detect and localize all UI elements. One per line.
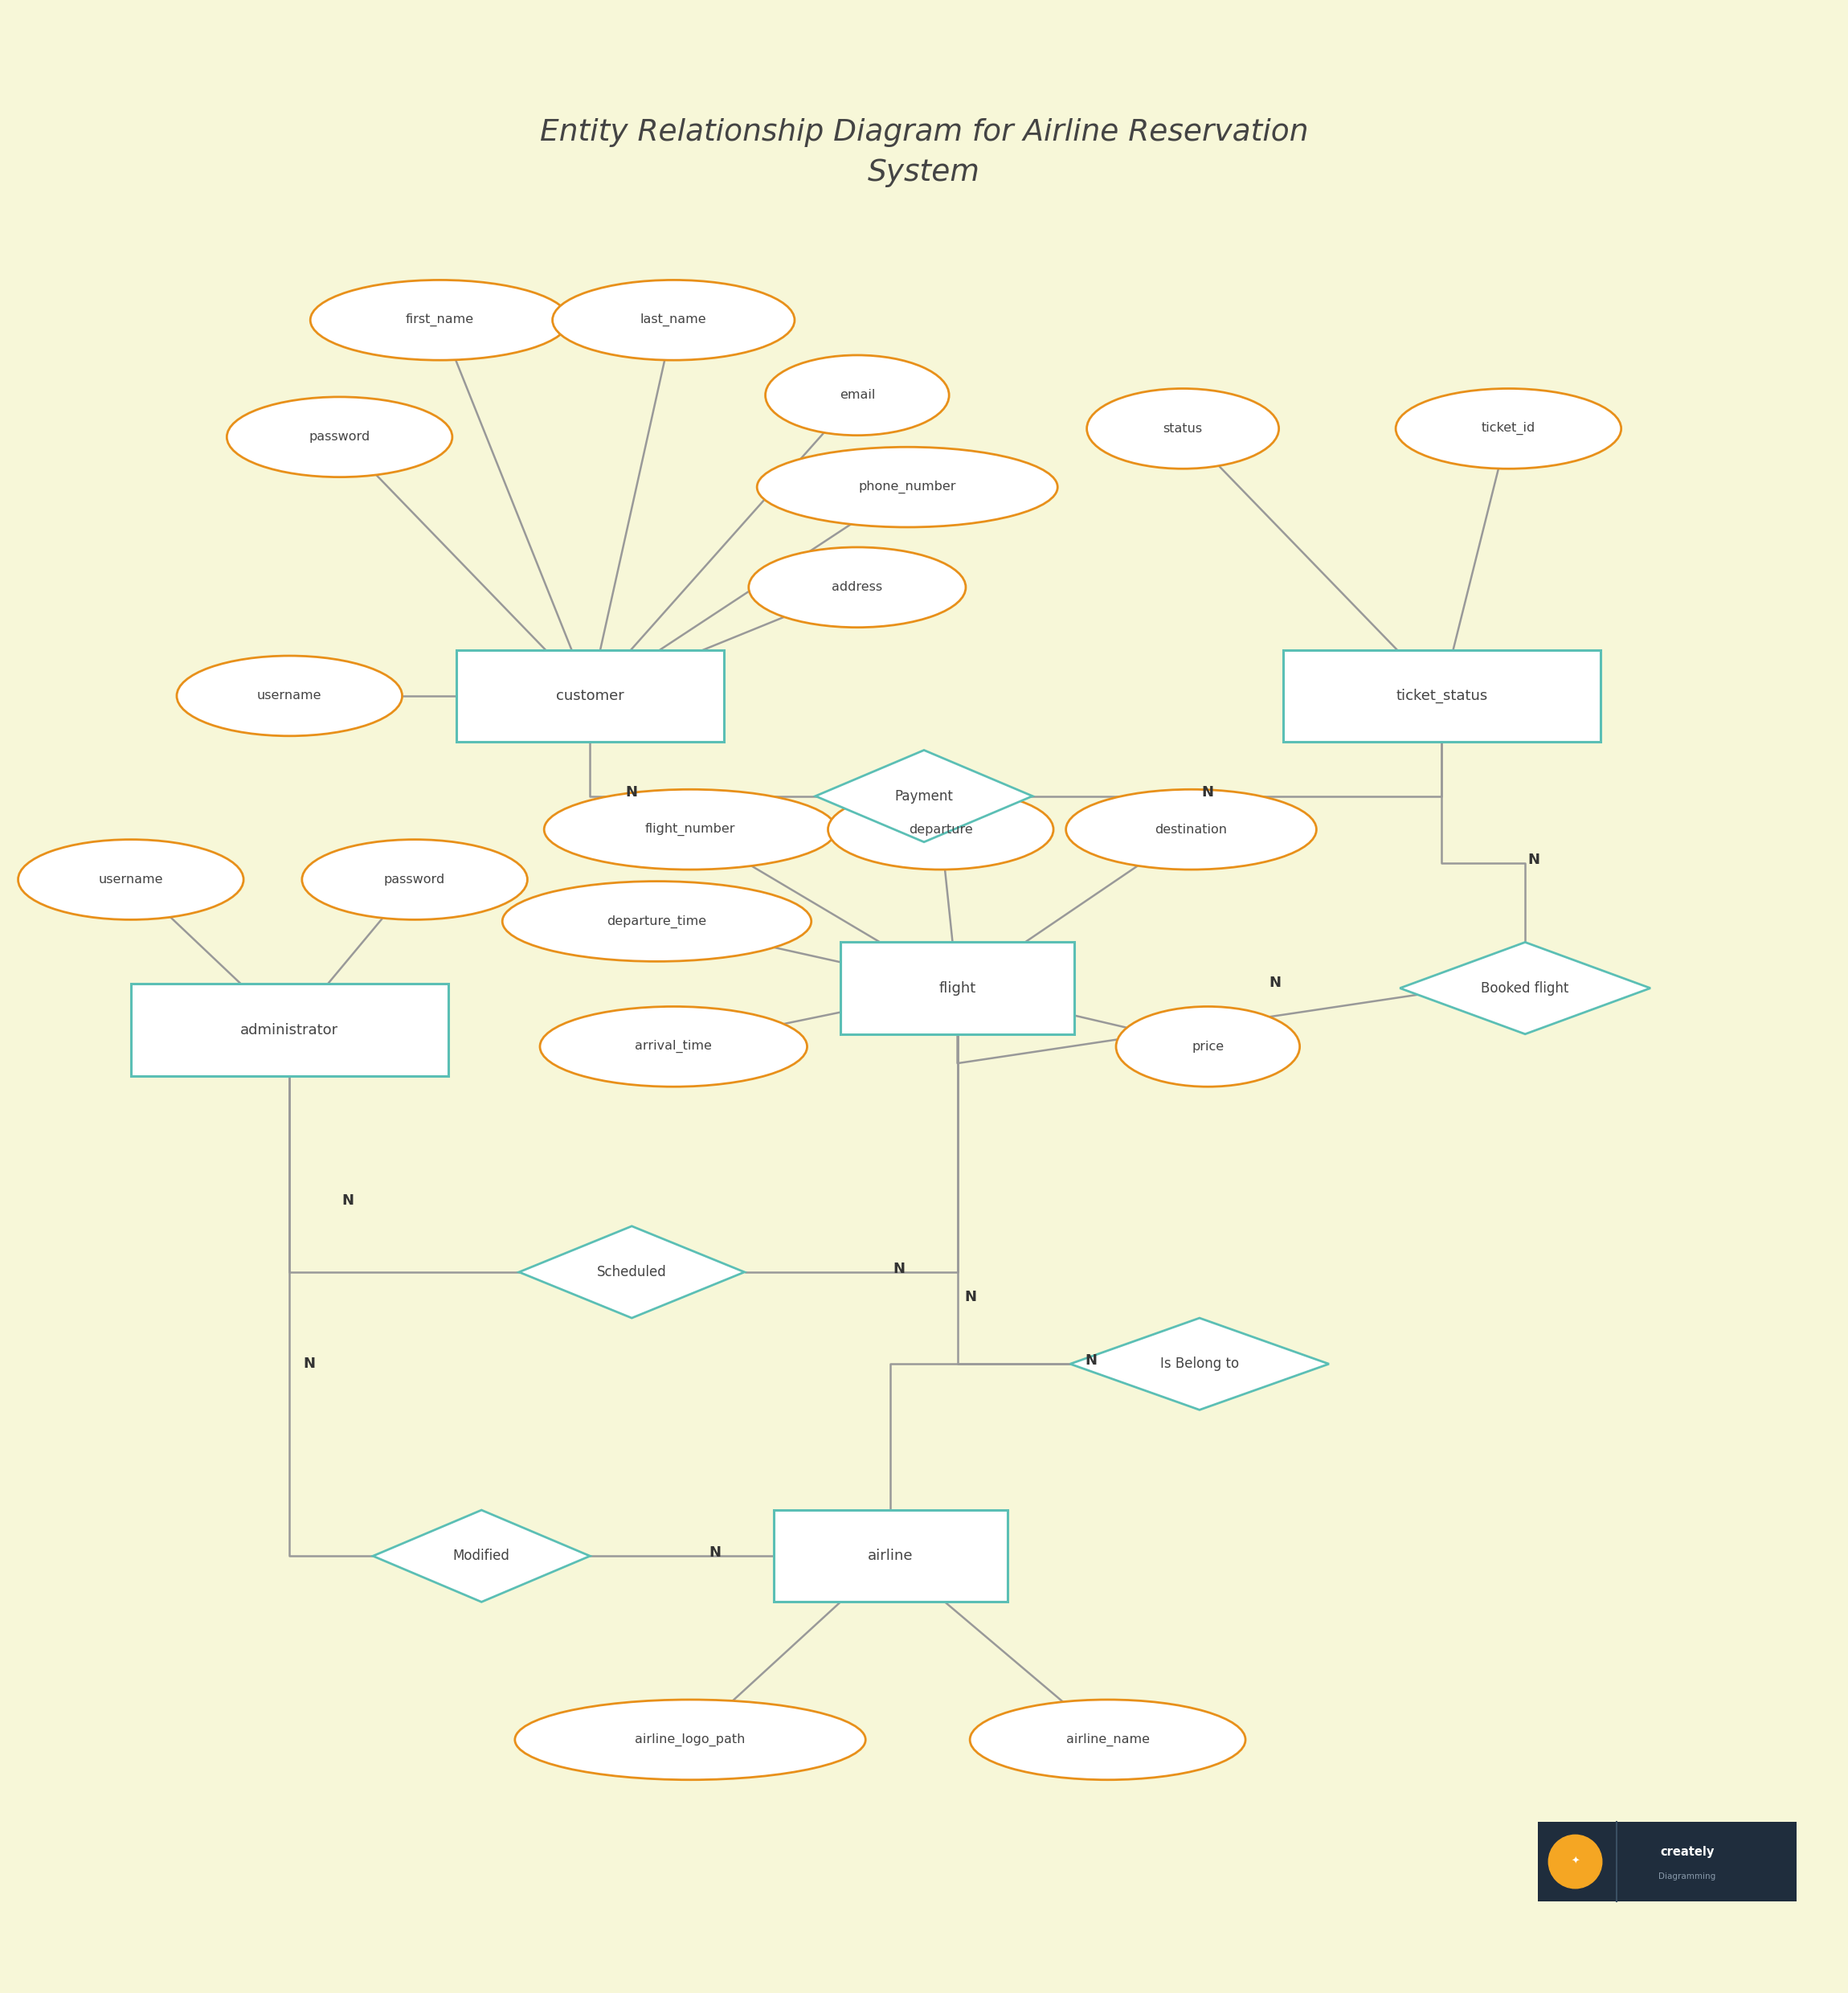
Text: N: N	[1201, 785, 1214, 799]
Text: N: N	[342, 1194, 355, 1208]
FancyBboxPatch shape	[774, 1511, 1007, 1602]
Text: Entity Relationship Diagram for Airline Reservation
System: Entity Relationship Diagram for Airline …	[540, 118, 1308, 187]
Text: N: N	[1085, 1353, 1098, 1367]
Text: N: N	[1268, 977, 1281, 991]
Text: N: N	[626, 785, 638, 799]
Text: Scheduled: Scheduled	[597, 1266, 667, 1280]
Text: last_name: last_name	[639, 313, 706, 327]
Polygon shape	[1070, 1317, 1329, 1409]
Text: destination: destination	[1155, 823, 1227, 835]
Ellipse shape	[227, 397, 453, 476]
Text: Booked flight: Booked flight	[1482, 981, 1569, 995]
Text: Payment: Payment	[894, 789, 954, 803]
Text: administrator: administrator	[240, 1022, 338, 1036]
Ellipse shape	[1395, 389, 1621, 468]
Text: password: password	[384, 873, 445, 885]
Text: airline_logo_path: airline_logo_path	[636, 1734, 745, 1746]
Text: N: N	[1528, 853, 1539, 867]
Text: ticket_status: ticket_status	[1395, 688, 1488, 704]
Polygon shape	[815, 749, 1033, 841]
Ellipse shape	[970, 1700, 1246, 1780]
Ellipse shape	[503, 881, 811, 961]
Ellipse shape	[543, 789, 837, 869]
Polygon shape	[373, 1511, 590, 1602]
Ellipse shape	[1066, 789, 1316, 869]
FancyBboxPatch shape	[841, 943, 1074, 1034]
Text: ✦: ✦	[1571, 1855, 1580, 1867]
Text: Is Belong to: Is Belong to	[1161, 1357, 1238, 1371]
Text: creately: creately	[1660, 1846, 1715, 1857]
Text: ticket_id: ticket_id	[1482, 423, 1536, 434]
Ellipse shape	[1116, 1006, 1299, 1086]
Ellipse shape	[540, 1006, 808, 1086]
Text: first_name: first_name	[405, 313, 473, 327]
Text: price: price	[1192, 1040, 1223, 1052]
Circle shape	[1549, 1836, 1602, 1889]
FancyBboxPatch shape	[1538, 1822, 1796, 1901]
Text: departure: departure	[909, 823, 972, 835]
Ellipse shape	[516, 1700, 865, 1780]
Polygon shape	[519, 1226, 745, 1317]
Ellipse shape	[1087, 389, 1279, 468]
Text: customer: customer	[556, 690, 625, 704]
Text: email: email	[839, 389, 876, 401]
Ellipse shape	[18, 839, 244, 919]
Ellipse shape	[553, 279, 795, 361]
Text: airline: airline	[869, 1549, 913, 1563]
Ellipse shape	[828, 789, 1053, 869]
Text: username: username	[98, 873, 163, 885]
Text: departure_time: departure_time	[606, 915, 706, 929]
FancyBboxPatch shape	[131, 985, 447, 1076]
Text: N: N	[893, 1262, 906, 1276]
FancyBboxPatch shape	[1283, 650, 1600, 741]
Text: flight_number: flight_number	[645, 823, 736, 835]
Text: status: status	[1162, 423, 1203, 434]
Text: N: N	[965, 1289, 978, 1303]
Text: username: username	[257, 690, 322, 702]
Text: N: N	[303, 1357, 316, 1371]
Polygon shape	[1401, 943, 1650, 1034]
Text: arrival_time: arrival_time	[636, 1040, 711, 1052]
Ellipse shape	[758, 446, 1057, 528]
Text: flight: flight	[939, 981, 976, 995]
Ellipse shape	[310, 279, 569, 361]
Text: phone_number: phone_number	[859, 480, 955, 494]
Text: Modified: Modified	[453, 1549, 510, 1563]
Text: password: password	[309, 430, 370, 442]
Ellipse shape	[748, 548, 967, 628]
Ellipse shape	[301, 839, 527, 919]
Ellipse shape	[177, 656, 403, 735]
Text: airline_name: airline_name	[1066, 1734, 1149, 1746]
Text: N: N	[710, 1545, 721, 1561]
FancyBboxPatch shape	[456, 650, 724, 741]
Text: address: address	[832, 582, 883, 594]
Text: Diagramming: Diagramming	[1658, 1873, 1715, 1881]
Ellipse shape	[765, 355, 950, 434]
